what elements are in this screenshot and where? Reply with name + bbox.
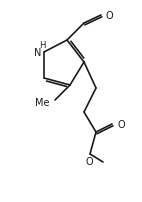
Text: Me: Me	[36, 98, 50, 108]
Text: O: O	[106, 11, 114, 21]
Text: N: N	[34, 48, 41, 58]
Text: O: O	[117, 120, 125, 130]
Text: O: O	[85, 157, 93, 167]
Text: H: H	[39, 41, 45, 50]
